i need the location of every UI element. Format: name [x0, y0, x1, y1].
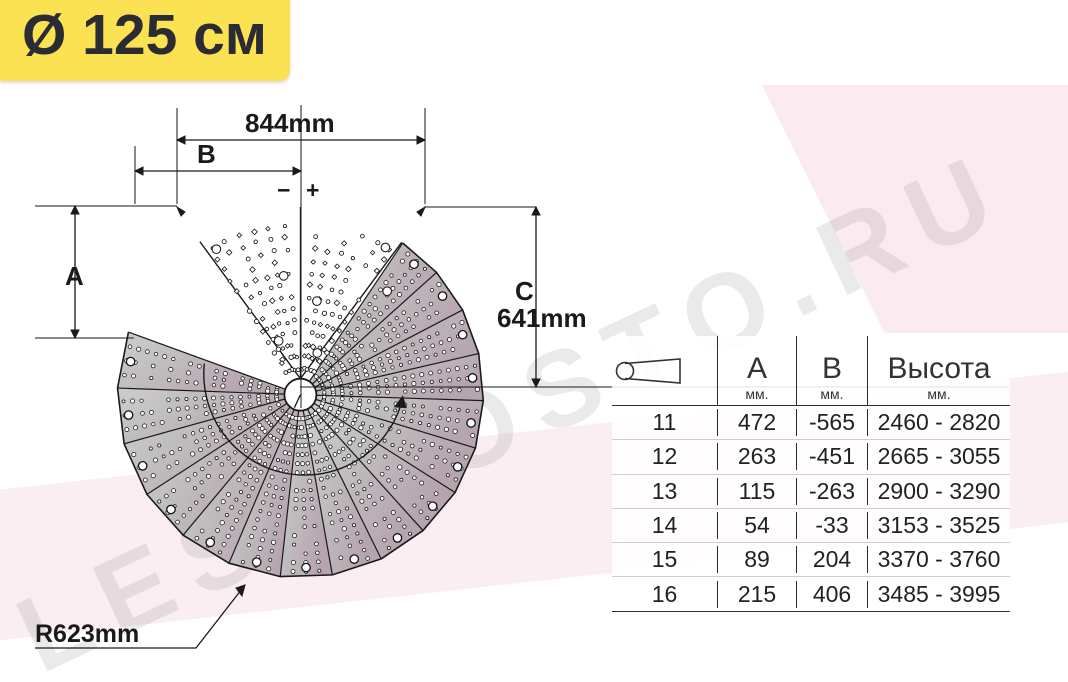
svg-text:641mm: 641mm [497, 303, 587, 333]
svg-text:C: C [515, 276, 534, 306]
svg-text:−: − [277, 177, 290, 203]
svg-text:R623mm: R623mm [35, 620, 139, 648]
svg-text:A: A [65, 261, 84, 291]
svg-text:844mm: 844mm [245, 108, 335, 138]
svg-text:+: + [306, 177, 319, 203]
svg-text:B: B [197, 139, 216, 169]
